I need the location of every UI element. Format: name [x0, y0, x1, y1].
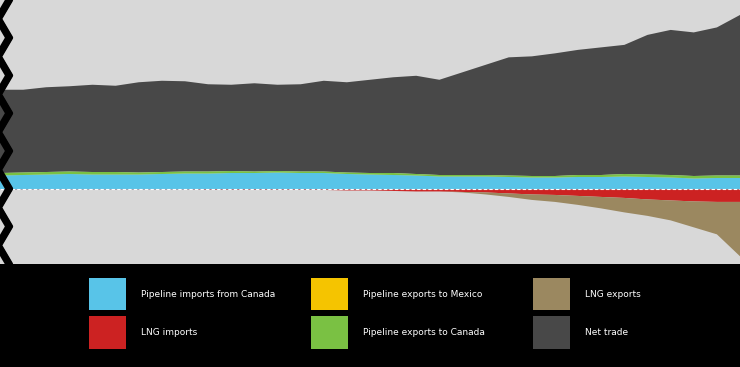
FancyBboxPatch shape — [533, 277, 570, 310]
Text: Pipeline imports from Canada: Pipeline imports from Canada — [141, 290, 275, 298]
FancyBboxPatch shape — [311, 316, 348, 349]
FancyBboxPatch shape — [533, 316, 570, 349]
Text: Pipeline exports to Canada: Pipeline exports to Canada — [363, 328, 485, 337]
Text: LNG exports: LNG exports — [585, 290, 640, 298]
Text: Pipeline exports to Mexico: Pipeline exports to Mexico — [363, 290, 482, 298]
FancyBboxPatch shape — [89, 277, 126, 310]
FancyBboxPatch shape — [89, 316, 126, 349]
Text: Net trade: Net trade — [585, 328, 628, 337]
FancyBboxPatch shape — [311, 277, 348, 310]
Text: LNG imports: LNG imports — [141, 328, 197, 337]
